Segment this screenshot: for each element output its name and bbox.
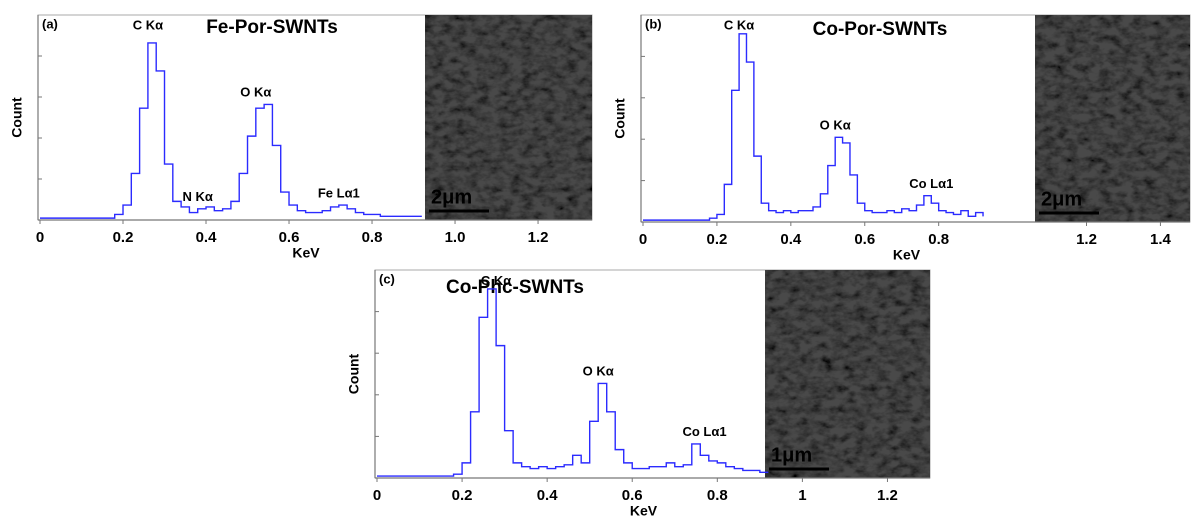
x-tick-label: 0: [639, 231, 647, 248]
sem-image: [765, 270, 930, 478]
x-tick-label: 0.4: [780, 231, 802, 248]
scale-bar-label: 1μm: [771, 444, 812, 466]
panel-label: (b): [645, 16, 662, 31]
peak-label: C Kα: [724, 18, 754, 33]
x-tick-label: 0.8: [362, 229, 383, 246]
spectrum-line: [40, 42, 422, 219]
x-tick-label: 1.2: [528, 229, 549, 246]
chart-title: Fe-Por-SWNTs: [206, 17, 338, 38]
x-axis-label: KeV: [292, 245, 320, 261]
peak-label: N Kα: [183, 189, 213, 204]
x-tick-label: 0.8: [928, 231, 949, 248]
chart-panel: 2μm 0 0.2 0.4 0.6 0.8 1.2 1.4 KeV Count (b) Co-Por-…: [612, 14, 1191, 263]
peak-label: O Kα: [240, 85, 271, 100]
x-tick-label: 0.2: [706, 231, 727, 248]
scale-bar-label: 2μm: [431, 186, 472, 208]
x-tick-label: 0.4: [537, 487, 559, 504]
y-axis-label: Count: [612, 98, 628, 139]
chart-panel: 2μm 0 0.2 0.4 0.6 0.8 1.0 1.2 KeV Count (a) Fe-Por-…: [9, 14, 593, 261]
peak-label: C Kα: [481, 273, 511, 288]
panel-label: (c): [379, 271, 395, 286]
peak-label: Co Lα1: [682, 424, 726, 439]
x-tick-label: 0.8: [707, 487, 728, 504]
x-tick-label: 0: [36, 229, 44, 246]
sem-image: [1035, 15, 1190, 222]
chart-panel: 1μm 0 0.2 0.4 0.6 0.8 1 1.2 KeV Count (c) Co-Phc-SW…: [346, 269, 931, 519]
x-tick-label: 0: [373, 487, 381, 504]
chart-title: Co-Phc-SWNTs: [446, 277, 584, 298]
panel-label: (a): [42, 16, 58, 31]
x-tick-label: 0.6: [622, 487, 643, 504]
x-tick-label: 1: [798, 487, 806, 504]
sem-image: [425, 15, 592, 220]
x-axis-label: KeV: [893, 247, 921, 263]
y-axis-label: Count: [346, 353, 362, 394]
y-axis-label: Count: [9, 97, 25, 138]
x-tick-label: 0.4: [196, 229, 218, 246]
x-tick-label: 1.2: [877, 487, 898, 504]
peak-label: O Kα: [820, 117, 851, 132]
peak-label: Fe Lα1: [318, 185, 360, 200]
peak-label: O Kα: [583, 364, 614, 379]
spectrum-line: [377, 288, 769, 477]
x-tick-label: 0.6: [854, 231, 875, 248]
x-tick-label: 1.4: [1150, 231, 1172, 248]
x-tick-label: 0.6: [279, 229, 300, 246]
x-tick-label: 0.2: [452, 487, 473, 504]
x-axis-label: KeV: [630, 503, 658, 519]
scale-bar-label: 2μm: [1041, 188, 1082, 210]
chart-title: Co-Por-SWNTs: [813, 19, 948, 40]
peak-label: Co Lα1: [909, 176, 953, 191]
x-tick-label: 1.2: [1076, 231, 1097, 248]
x-tick-label: 1.0: [445, 229, 466, 246]
peak-label: C Kα: [133, 18, 163, 33]
spectrum-line: [643, 33, 984, 221]
x-tick-label: 0.2: [113, 229, 134, 246]
